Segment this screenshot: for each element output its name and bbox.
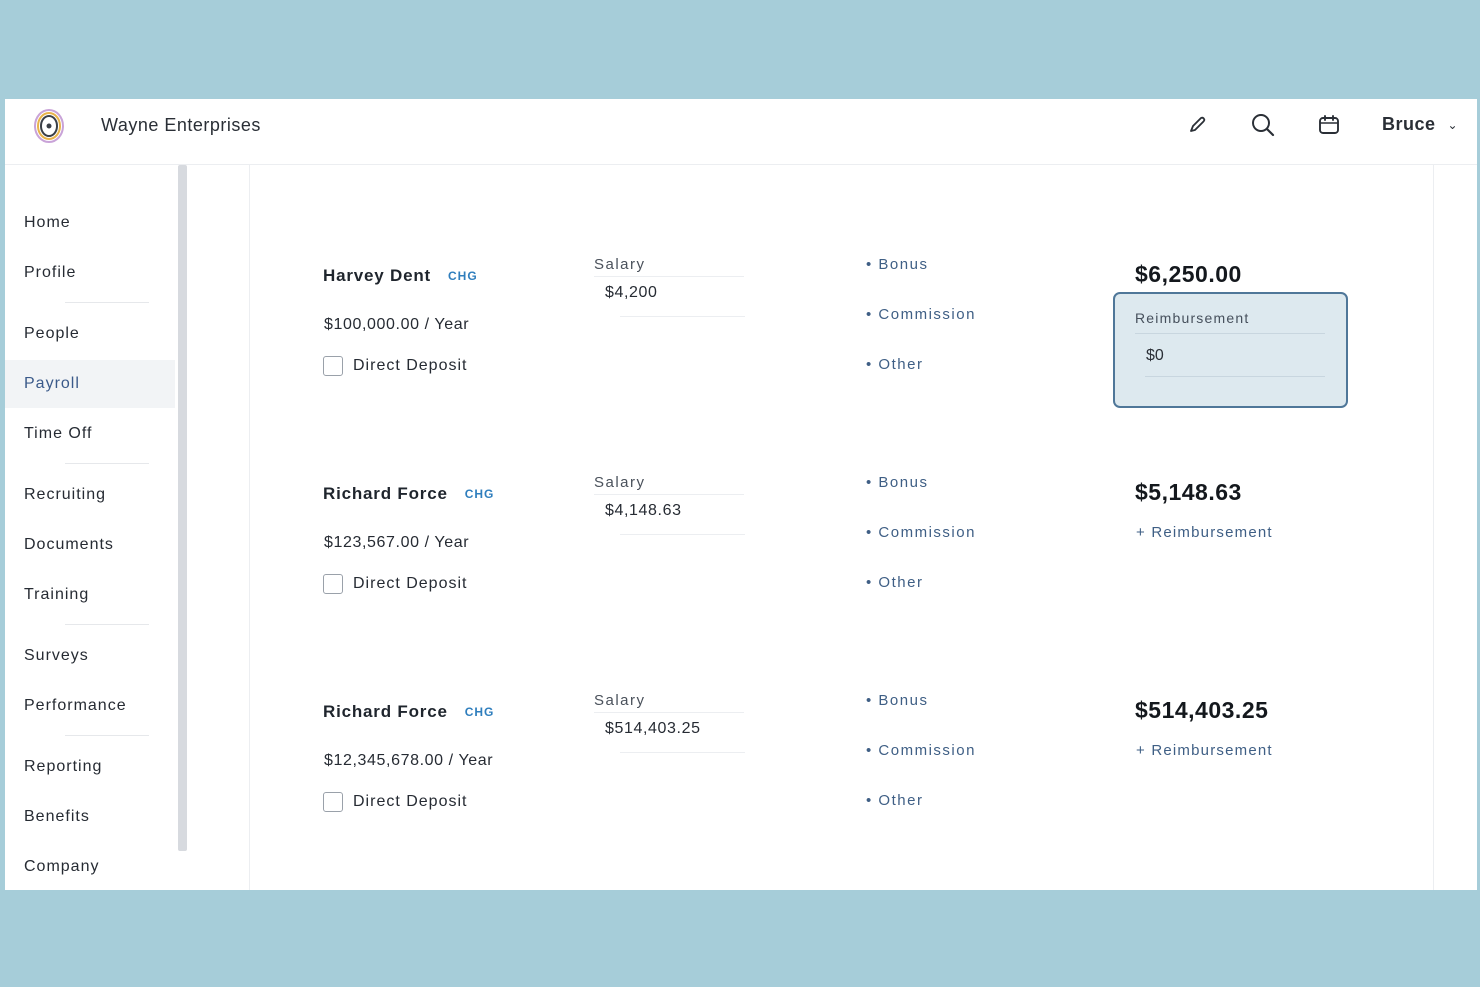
salary-label: Salary	[594, 692, 646, 709]
company-name: Wayne Enterprises	[101, 115, 261, 135]
direct-deposit-label: Direct Deposit	[353, 575, 468, 592]
sidebar-item-reporting[interactable]: Reporting	[5, 743, 175, 791]
change-badge[interactable]: CHG	[464, 487, 495, 501]
sidebar-item-recruiting[interactable]: Recruiting	[5, 471, 175, 519]
sidebar-item-label: Documents	[24, 536, 114, 553]
divider	[620, 534, 745, 535]
divider	[620, 316, 745, 317]
sidebar-item-label: People	[24, 325, 80, 342]
checkbox-box[interactable]	[323, 792, 343, 812]
add-reimbursement-link[interactable]: + Reimbursement	[1136, 742, 1273, 759]
salary-label: Salary	[594, 256, 646, 273]
checkbox-box[interactable]	[323, 574, 343, 594]
sidebar-item-payroll[interactable]: Payroll	[5, 360, 175, 408]
sidebar-item-surveys[interactable]: Surveys	[5, 632, 175, 680]
sidebar-divider	[65, 735, 149, 736]
sidebar-item-benefits[interactable]: Benefits	[5, 793, 175, 841]
add-bonus-link[interactable]: • Bonus	[866, 474, 929, 491]
sidebar-item-label: Reporting	[24, 758, 103, 775]
divider	[594, 276, 744, 277]
top-bar: Wayne Enterprises Bruce ⌄	[5, 99, 1477, 165]
app-window: Wayne Enterprises Bruce ⌄ Ho	[5, 99, 1477, 890]
user-menu[interactable]: Bruce ⌄	[1382, 114, 1458, 135]
sidebar-item-label: Profile	[24, 264, 77, 281]
sidebar-item-label: Payroll	[24, 375, 80, 392]
sidebar-item-label: Training	[24, 586, 90, 603]
panel-divider	[1433, 165, 1434, 890]
payroll-row: Harvey Dent CHG $100,000.00 / Year Direc…	[5, 256, 1477, 484]
annual-salary: $12,345,678.00 / Year	[324, 752, 494, 769]
direct-deposit-label: Direct Deposit	[353, 793, 468, 810]
pencil-icon[interactable]	[1183, 111, 1211, 139]
direct-deposit-checkbox[interactable]: Direct Deposit	[323, 792, 467, 812]
sidebar-divider	[65, 302, 149, 303]
employee-name-text: Richard Force	[323, 484, 448, 503]
calendar-icon[interactable]	[1315, 111, 1343, 139]
change-badge[interactable]: CHG	[464, 705, 495, 719]
sidebar-item-time-off[interactable]: Time Off	[5, 410, 175, 458]
sidebar-item-label: Company	[24, 858, 100, 875]
salary-input[interactable]: $4,200	[605, 284, 658, 301]
net-pay: $514,403.25	[1135, 697, 1269, 723]
employee-name-text: Richard Force	[323, 702, 448, 721]
sidebar-item-performance[interactable]: Performance	[5, 682, 175, 730]
salary-input[interactable]: $514,403.25	[605, 720, 701, 737]
divider	[1135, 333, 1325, 334]
sidebar-item-company[interactable]: Company	[5, 843, 175, 890]
sidebar-item-documents[interactable]: Documents	[5, 521, 175, 569]
payroll-row: Richard Force CHG $12,345,678.00 / Year …	[5, 692, 1477, 890]
divider	[594, 712, 744, 713]
search-icon[interactable]	[1249, 111, 1277, 139]
add-reimbursement-link[interactable]: + Reimbursement	[1136, 524, 1273, 541]
sidebar-item-label: Time Off	[24, 425, 93, 442]
sidebar-item-home[interactable]: Home	[5, 199, 175, 247]
sidebar-item-label: Recruiting	[24, 486, 107, 503]
payroll-row: Richard Force CHG $123,567.00 / Year Dir…	[5, 474, 1477, 702]
net-pay: $6,250.00	[1135, 261, 1242, 287]
employee-name[interactable]: Richard Force CHG	[323, 484, 497, 504]
add-commission-link[interactable]: • Commission	[866, 524, 976, 541]
reimbursement-panel: Reimbursement $0	[1113, 292, 1348, 408]
chevron-down-icon: ⌄	[1447, 117, 1459, 132]
reimbursement-input[interactable]: $0	[1146, 347, 1164, 364]
sidebar-item-label: Performance	[24, 697, 127, 714]
add-other-link[interactable]: • Other	[866, 574, 924, 591]
direct-deposit-checkbox[interactable]: Direct Deposit	[323, 356, 467, 376]
employee-name[interactable]: Richard Force CHG	[323, 702, 497, 722]
net-pay: $5,148.63	[1135, 479, 1242, 505]
change-badge[interactable]: CHG	[448, 269, 478, 283]
sidebar-item-label: Surveys	[24, 647, 89, 664]
divider	[1145, 376, 1325, 377]
annual-salary: $123,567.00 / Year	[324, 534, 470, 551]
sidebar-item-label: Home	[24, 214, 71, 231]
user-name: Bruce	[1382, 114, 1436, 134]
employee-name-text: Harvey Dent	[323, 266, 432, 285]
add-bonus-link[interactable]: • Bonus	[866, 256, 929, 273]
company-logo-icon[interactable]	[31, 106, 67, 146]
sidebar-scrollbar[interactable]	[178, 165, 187, 851]
add-other-link[interactable]: • Other	[866, 792, 924, 809]
sidebar-item-people[interactable]: People	[5, 310, 175, 358]
divider	[620, 752, 745, 753]
add-commission-link[interactable]: • Commission	[866, 306, 976, 323]
sidebar-divider	[65, 463, 149, 464]
divider	[594, 494, 744, 495]
panel-divider	[249, 165, 250, 890]
sidebar-item-profile[interactable]: Profile	[5, 249, 175, 297]
add-commission-link[interactable]: • Commission	[866, 742, 976, 759]
sidebar-item-label: Benefits	[24, 808, 90, 825]
checkbox-box[interactable]	[323, 356, 343, 376]
add-other-link[interactable]: • Other	[866, 356, 924, 373]
employee-name[interactable]: Harvey Dent CHG	[323, 266, 481, 286]
annual-salary: $100,000.00 / Year	[324, 316, 470, 333]
salary-input[interactable]: $4,148.63	[605, 502, 682, 519]
sidebar-nav: Home Profile People Payroll Time Off Rec…	[5, 165, 181, 890]
salary-label: Salary	[594, 474, 646, 491]
reimbursement-label: Reimbursement	[1135, 310, 1250, 326]
add-bonus-link[interactable]: • Bonus	[866, 692, 929, 709]
sidebar-item-training[interactable]: Training	[5, 571, 175, 619]
sidebar-divider	[65, 624, 149, 625]
direct-deposit-label: Direct Deposit	[353, 357, 468, 374]
direct-deposit-checkbox[interactable]: Direct Deposit	[323, 574, 467, 594]
